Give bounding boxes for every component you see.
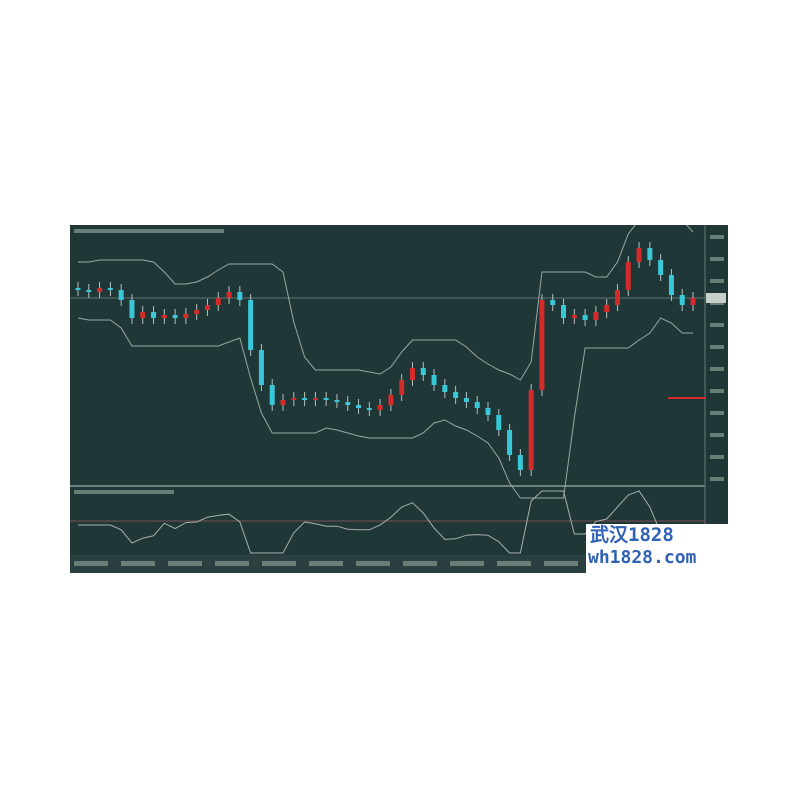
watermark: 武汉1828 wh1828.com — [586, 524, 728, 574]
candle — [334, 400, 340, 402]
candle — [237, 292, 243, 300]
current-price-marker — [706, 293, 726, 303]
candle — [647, 248, 653, 260]
candle — [528, 390, 534, 470]
time-tick-label — [121, 561, 155, 566]
time-tick-label — [544, 561, 578, 566]
candle — [291, 398, 297, 400]
price-tick-label — [710, 279, 724, 283]
time-tick-label — [356, 561, 390, 566]
candle — [86, 290, 92, 292]
time-tick-label — [403, 561, 437, 566]
candle — [539, 300, 545, 390]
price-tick-label — [710, 433, 724, 437]
candle — [625, 262, 631, 290]
time-tick-label — [215, 561, 249, 566]
time-tick-label — [74, 561, 108, 566]
price-tick-label — [710, 477, 724, 481]
candle — [593, 312, 599, 320]
time-tick-label — [450, 561, 484, 566]
candle — [474, 402, 480, 408]
candle — [463, 398, 469, 402]
candle — [582, 315, 588, 320]
candle — [107, 288, 113, 290]
candle — [194, 310, 200, 314]
candle — [517, 455, 523, 470]
price-tick-label — [710, 455, 724, 459]
candle — [97, 288, 103, 292]
candle — [345, 402, 351, 405]
lower-band-line — [77, 317, 693, 499]
upper-band-line — [78, 219, 694, 381]
candle — [496, 415, 502, 430]
candle — [561, 305, 567, 318]
candle — [399, 380, 405, 395]
candle — [215, 298, 221, 305]
candle — [204, 305, 210, 310]
chart-svg — [70, 219, 728, 573]
candle — [280, 400, 286, 405]
price-tick-label — [710, 323, 724, 327]
time-tick-label — [497, 561, 531, 566]
candle — [614, 290, 620, 305]
candle — [636, 248, 642, 262]
candle — [161, 315, 167, 318]
candle — [269, 385, 275, 405]
candle — [658, 260, 664, 275]
candle — [604, 305, 610, 312]
candle — [172, 315, 178, 318]
indicator-header-label — [74, 490, 174, 494]
candle — [571, 315, 577, 318]
time-tick-label — [168, 561, 202, 566]
candle — [679, 295, 685, 305]
candle — [248, 300, 254, 350]
candle — [431, 375, 437, 385]
candle — [485, 408, 491, 415]
candle — [690, 298, 696, 305]
price-tick-label — [710, 367, 724, 371]
chart-header-label — [74, 229, 224, 233]
candle — [312, 398, 318, 400]
price-tick-label — [710, 411, 724, 415]
watermark-line1: 武汉1828 — [590, 524, 674, 546]
candle — [118, 290, 124, 300]
time-tick-label — [262, 561, 296, 566]
candle — [226, 292, 232, 298]
candle — [258, 350, 264, 385]
candle — [550, 300, 556, 305]
candle — [356, 405, 362, 408]
candle — [377, 405, 383, 410]
time-tick-label — [309, 561, 343, 566]
candle — [129, 300, 135, 318]
price-tick-label — [710, 257, 724, 261]
candle — [388, 395, 394, 405]
candle — [366, 408, 372, 410]
time-axis — [70, 555, 728, 573]
candle — [409, 368, 415, 380]
candle — [75, 288, 81, 290]
candle — [151, 312, 157, 318]
candle — [420, 368, 426, 375]
price-tick-label — [710, 235, 724, 239]
candle — [453, 392, 459, 398]
price-tick-label — [710, 389, 724, 393]
candle — [442, 385, 448, 392]
candle — [507, 430, 513, 455]
price-tick-label — [710, 345, 724, 349]
candle — [323, 398, 329, 400]
candle — [140, 312, 146, 318]
candle — [183, 314, 189, 318]
watermark-line2: wh1828.com — [588, 547, 697, 568]
price-chart[interactable] — [70, 219, 728, 573]
candle — [668, 275, 674, 295]
candle — [302, 398, 308, 400]
